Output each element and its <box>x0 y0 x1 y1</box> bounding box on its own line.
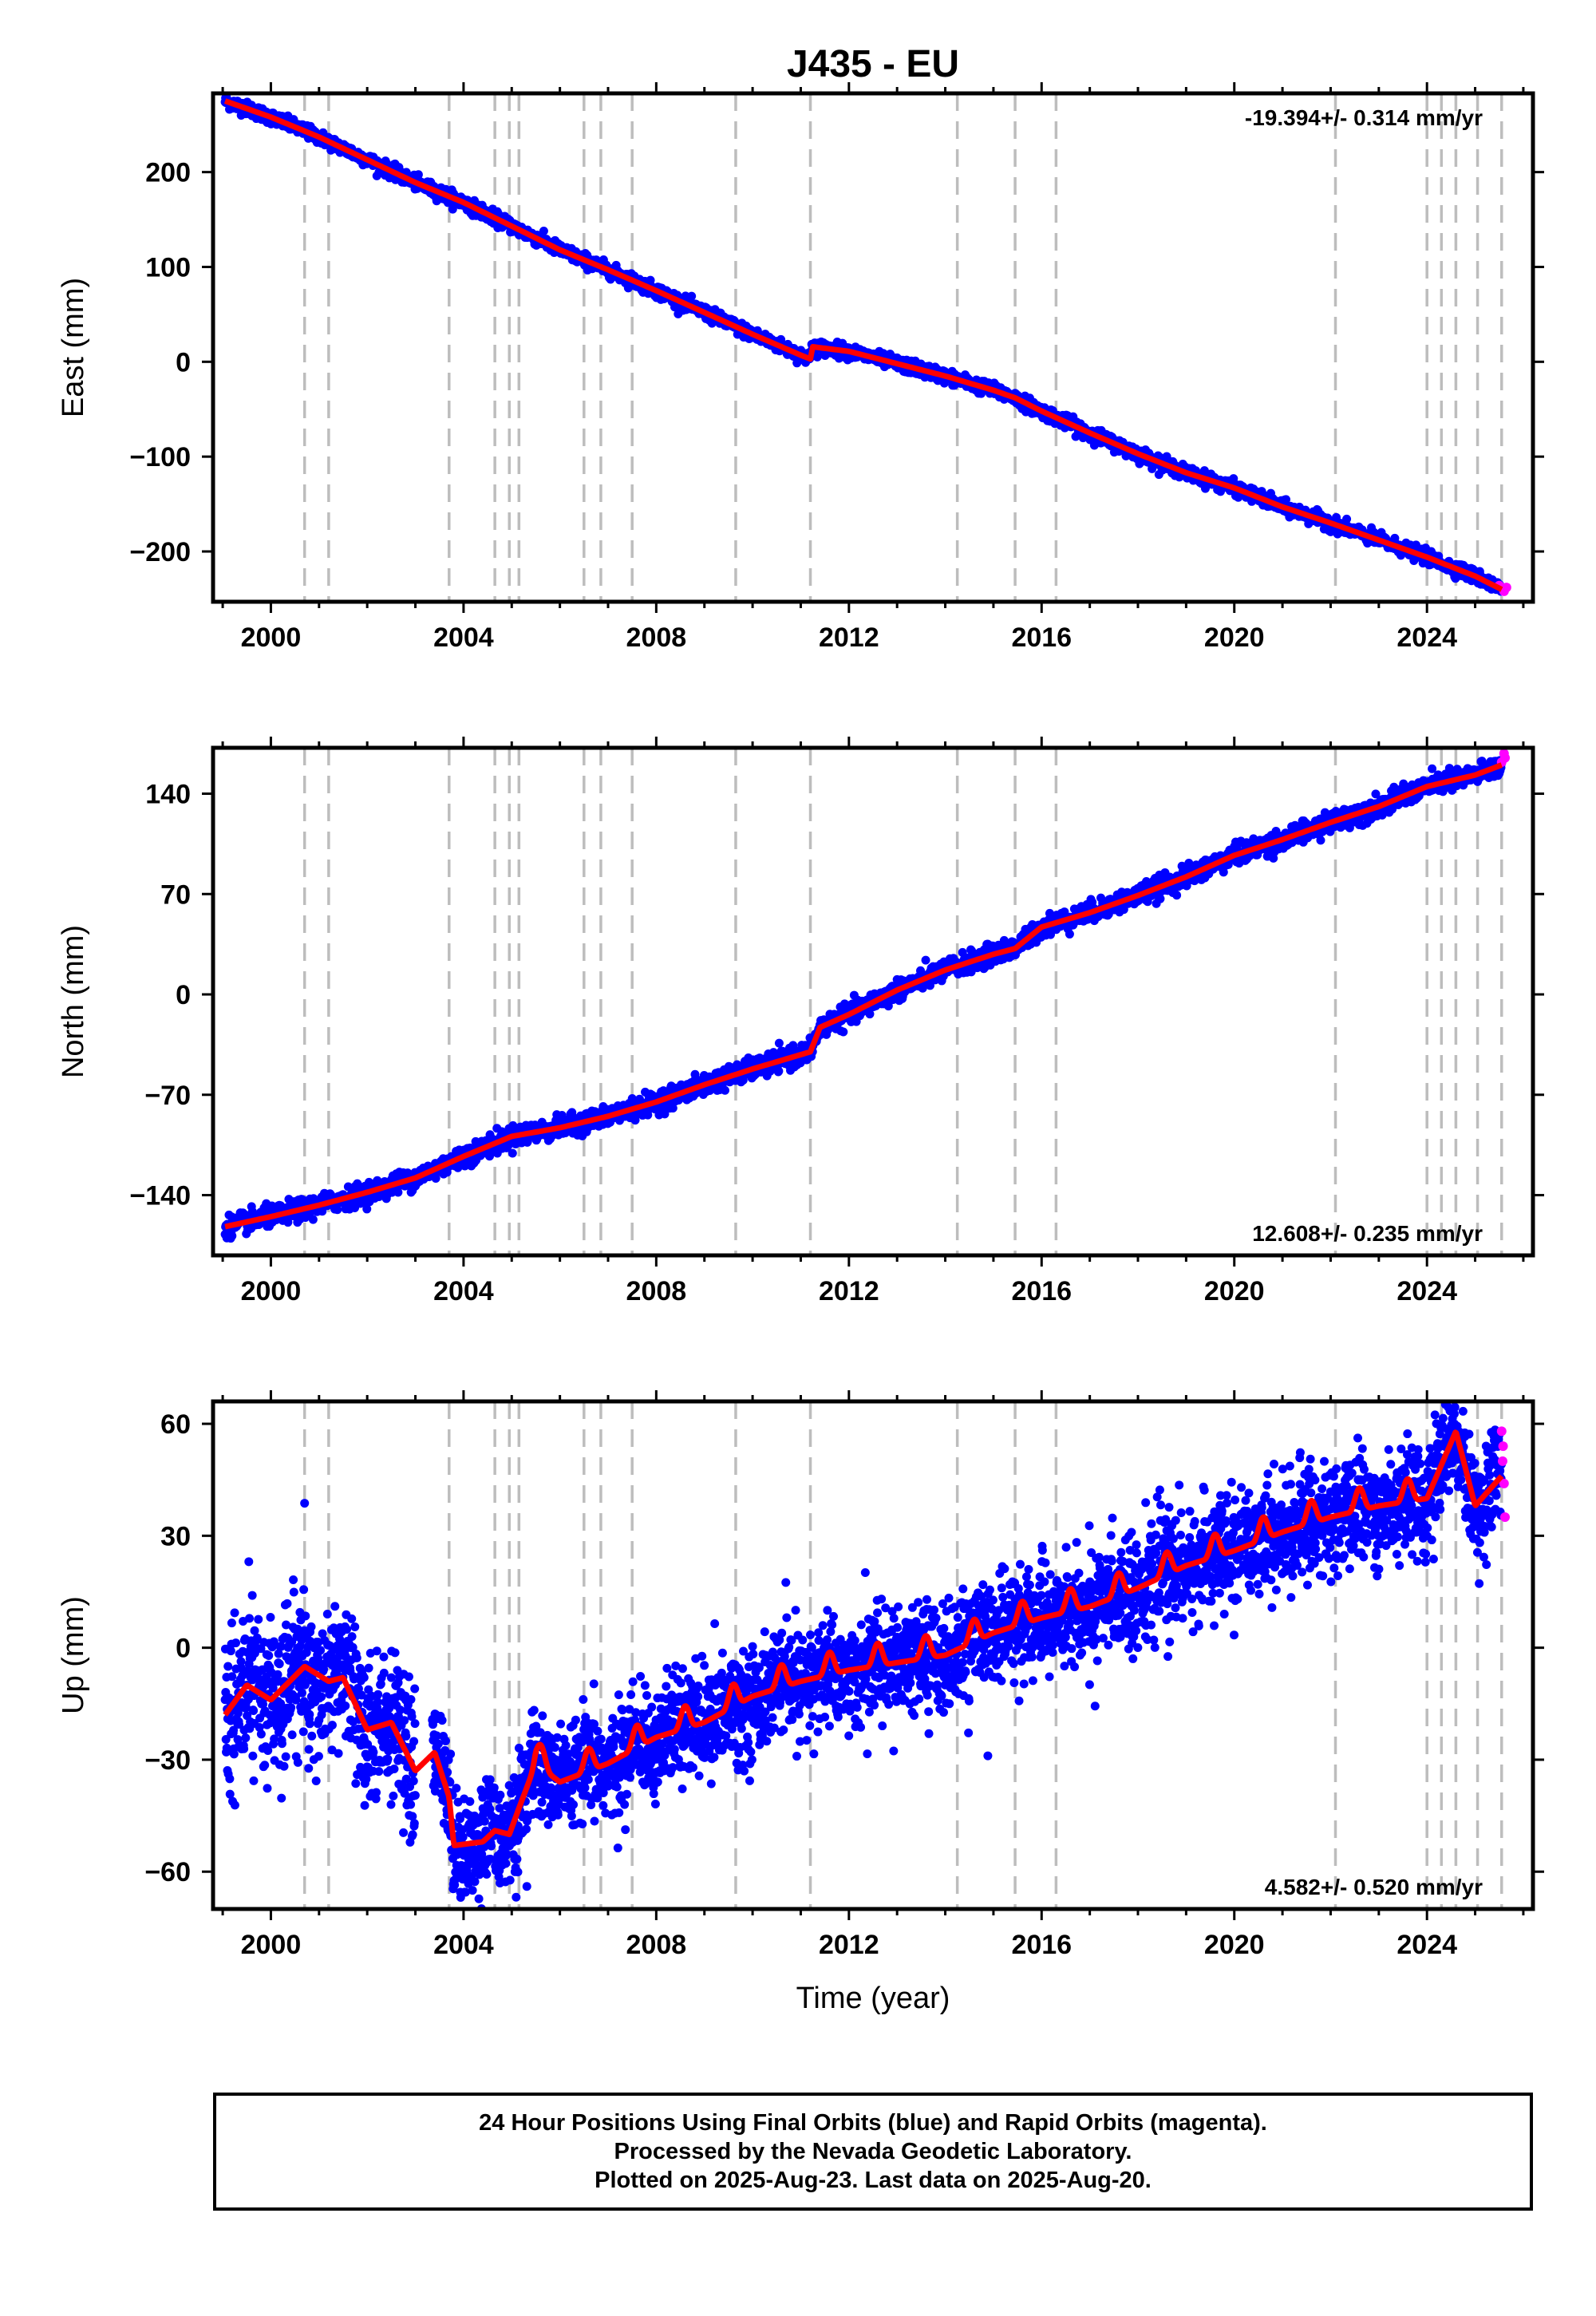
final-orbit-point <box>539 227 548 236</box>
x-tick-label: 2000 <box>241 622 302 653</box>
final-orbit-point <box>460 1161 470 1171</box>
final-orbit-point <box>687 291 697 301</box>
final-orbit-point <box>774 1066 784 1076</box>
final-orbit-point <box>921 955 930 965</box>
event-lines <box>302 93 1503 602</box>
final-orbit-point <box>508 1148 517 1158</box>
y-tick-label: 0 <box>176 347 191 377</box>
x-tick-label: 2012 <box>819 622 879 653</box>
y-tick-label: −100 <box>129 442 191 472</box>
y-tick-label: −200 <box>129 537 191 567</box>
final-orbit-point <box>393 1188 403 1197</box>
panel-north: 2000 2004 2008 2012 2016 2020 2024140700−70−14… <box>57 737 1544 1306</box>
x-tick-label: 2016 <box>1011 622 1072 653</box>
final-orbit-point <box>413 170 423 180</box>
y-tick-label: 100 <box>145 252 191 283</box>
final-orbit-point <box>431 1173 440 1183</box>
final-orbit-point <box>812 352 822 362</box>
final-orbit-point <box>720 1085 729 1095</box>
final-orbit-point <box>839 1027 848 1037</box>
final-orbit-point <box>774 1038 784 1048</box>
x-tick-label: 2024 <box>1396 622 1457 653</box>
x-tick-label: 2020 <box>1204 622 1265 653</box>
x-tick-label: 2008 <box>626 622 687 653</box>
panel-east: 2000 2004 2008 2012 2016 2020 2024 200 100 0 −100 −… <box>57 82 1544 653</box>
final-orbit-points <box>220 93 1507 596</box>
final-orbit-point <box>362 1204 372 1214</box>
panel-frame <box>211 91 1535 604</box>
final-orbit-point <box>308 1215 318 1224</box>
x-axis-ticks <box>221 82 1525 613</box>
event-lines <box>302 748 1503 1255</box>
x-tick-label: 2004 <box>433 622 494 653</box>
y-tick-label: 200 <box>145 158 191 188</box>
final-orbit-point <box>1282 495 1291 504</box>
model-line <box>223 98 1503 592</box>
final-orbit-point <box>1342 514 1352 524</box>
rate-label: -19.394+/- 0.314 mm/yr <box>1245 105 1483 130</box>
final-orbit-point <box>227 1231 237 1241</box>
y-axis-ticks <box>202 171 1544 553</box>
final-orbit-point <box>333 1205 342 1215</box>
y-axis-label: East (mm) <box>57 278 90 417</box>
rapid-orbit-point <box>1501 583 1511 593</box>
